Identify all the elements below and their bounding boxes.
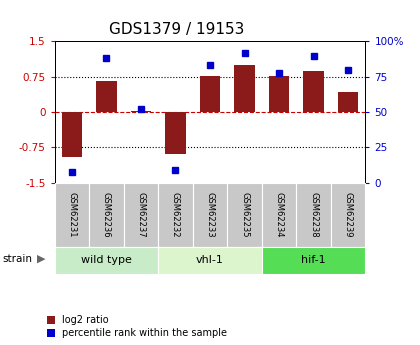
Bar — [227, 183, 262, 247]
Bar — [262, 183, 297, 247]
Bar — [165, 112, 186, 154]
Text: GSM62232: GSM62232 — [171, 192, 180, 237]
Bar — [200, 76, 221, 112]
Legend: log2 ratio, percentile rank within the sample: log2 ratio, percentile rank within the s… — [47, 315, 227, 338]
Text: strain: strain — [2, 254, 32, 264]
Text: GSM62236: GSM62236 — [102, 192, 111, 238]
Bar — [123, 183, 158, 247]
Text: GSM62231: GSM62231 — [67, 192, 76, 237]
Text: hif-1: hif-1 — [301, 256, 326, 265]
Text: ▶: ▶ — [37, 254, 45, 264]
Bar — [131, 111, 151, 112]
Bar — [234, 65, 255, 112]
Text: GSM62238: GSM62238 — [309, 192, 318, 238]
Bar — [193, 183, 227, 247]
Bar — [262, 247, 365, 274]
Text: vhl-1: vhl-1 — [196, 256, 224, 265]
Text: GSM62233: GSM62233 — [205, 192, 215, 238]
Text: GSM62235: GSM62235 — [240, 192, 249, 237]
Bar — [303, 71, 324, 112]
Text: wild type: wild type — [81, 256, 132, 265]
Bar — [96, 81, 117, 112]
Text: GDS1379 / 19153: GDS1379 / 19153 — [109, 22, 244, 37]
Bar — [269, 76, 289, 112]
Bar — [89, 183, 123, 247]
Bar — [55, 183, 89, 247]
Text: GSM62234: GSM62234 — [275, 192, 284, 237]
Text: GSM62239: GSM62239 — [344, 192, 353, 237]
Text: GSM62237: GSM62237 — [136, 192, 145, 238]
Bar — [338, 92, 359, 112]
Bar — [158, 247, 262, 274]
Bar — [297, 183, 331, 247]
Bar — [331, 183, 365, 247]
Bar — [55, 247, 158, 274]
Bar — [61, 112, 82, 157]
Bar — [158, 183, 193, 247]
